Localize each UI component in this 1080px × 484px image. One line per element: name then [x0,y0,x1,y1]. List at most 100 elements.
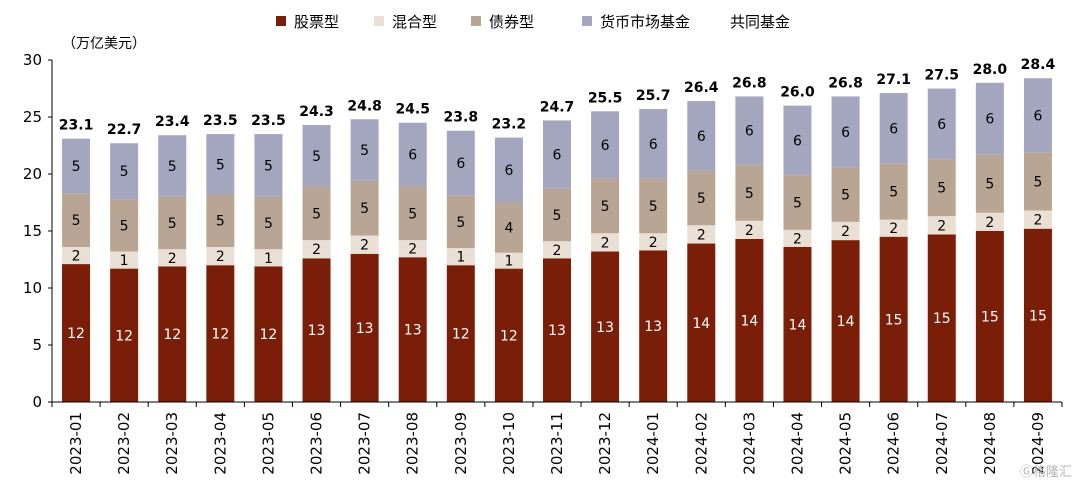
x-tick-label: 2023-12 [596,412,614,475]
bar-segment-series-4 [591,111,620,179]
data-label-series-4: 6 [456,156,465,172]
data-label-series-3: 5 [601,199,610,215]
bar-segment-series-1 [110,268,139,402]
x-tick-label: 2024-09 [1029,412,1047,475]
y-tick-label: 25 [23,108,42,126]
x-tick-label: 2023-07 [356,412,374,475]
bar-segment-series-4 [158,135,187,197]
bar-segment-series-4 [110,143,139,200]
bar-segment-series-1 [1023,228,1052,402]
bar-segment-series-3 [831,167,860,222]
x-tick-label: 2024-07 [933,412,951,475]
legend-label-3: 债券型 [489,13,534,31]
bar-segment-series-2 [398,240,427,258]
bar-segment-series-4 [783,105,812,176]
data-label-series-2: 1 [120,253,129,269]
legend-swatch-2 [374,16,384,26]
data-label-series-2: 2 [601,235,610,251]
x-tick-label: 2023-09 [452,412,470,475]
bar-segment-series-2 [927,216,956,235]
bar-segment-series-4 [831,96,860,168]
total-label: 27.5 [924,68,959,84]
total-label: 23.2 [492,117,527,133]
x-tick-label: 2024-08 [981,412,999,475]
data-label-series-3: 5 [360,201,369,217]
data-label-series-4: 5 [168,159,177,175]
bar-segment-series-2 [206,246,235,266]
bar-segment-series-3 [879,163,908,220]
bar-segment-series-2 [350,235,379,254]
data-label-series-2: 2 [553,243,562,259]
data-label-series-3: 5 [745,186,754,202]
y-tick-label: 15 [23,222,42,240]
bar-segment-series-1 [350,253,379,402]
total-label: 23.5 [251,113,286,129]
x-tick-label: 2023-01 [67,412,85,475]
bar-segment-series-1 [975,231,1004,402]
data-label-series-2: 2 [312,242,321,258]
bar-segment-series-3 [62,193,91,247]
bar-segment-series-2 [494,252,523,269]
bar-segment-series-1 [158,266,187,402]
data-label-series-1: 13 [356,321,374,337]
data-label-series-4: 5 [264,158,273,174]
x-tick-label: 2023-05 [259,412,277,475]
legend: 股票型 混合型 债券型 货币市场基金 共同基金 [276,13,790,31]
bar-segment-series-4 [494,137,523,203]
total-label: 26.0 [780,85,815,101]
bar-segment-series-1 [879,236,908,402]
data-label-series-2: 1 [456,250,465,266]
data-label-series-1: 14 [692,316,710,332]
x-tick-label: 2024-04 [788,412,806,475]
legend-label-1: 股票型 [294,13,339,31]
data-label-series-3: 5 [312,206,321,222]
x-tick-label: 2023-11 [548,412,566,475]
data-label-series-3: 5 [697,191,706,207]
bar-segment-series-2 [1023,210,1052,229]
x-tick-label: 2024-05 [837,412,855,475]
bar-segment-series-1 [687,243,716,402]
data-label-series-4: 6 [649,137,658,153]
data-label-series-4: 6 [985,112,994,128]
x-tick-label: 2023-06 [308,412,326,475]
data-label-series-3: 5 [408,206,417,222]
bar-segment-series-1 [62,264,91,402]
bar-segment-series-3 [398,186,427,241]
bar-segment-series-3 [543,188,571,242]
data-label-series-4: 6 [504,163,513,179]
bar-segment-series-1 [543,258,571,402]
bar-segment-series-2 [158,249,187,267]
bar-segment-series-3 [975,154,1004,213]
data-label-series-2: 2 [216,249,225,265]
data-label-series-1: 15 [933,311,951,327]
data-label-series-1: 15 [885,312,903,328]
data-label-series-3: 5 [456,215,465,231]
bar-segment-series-1 [927,234,956,402]
bar-segment-series-3 [254,196,283,250]
bar-segment-series-4 [927,88,956,160]
data-label-series-3: 5 [793,196,802,212]
data-label-series-2: 2 [985,215,994,231]
data-label-series-3: 5 [168,216,177,232]
data-label-series-3: 5 [889,185,898,201]
total-label: 28.0 [973,62,1008,78]
legend-label-totals: 共同基金 [730,13,790,31]
data-label-series-4: 5 [360,143,369,159]
bar-segment-series-1 [494,268,523,402]
x-tick-label: 2023-08 [404,412,422,475]
total-label: 23.4 [155,114,190,130]
bar-segment-series-3 [446,195,475,249]
y-tick-label: 0 [32,393,42,411]
data-label-series-2: 1 [504,254,513,270]
total-label: 23.8 [444,110,479,126]
data-label-series-1: 15 [981,310,999,326]
data-label-series-3: 5 [649,199,658,215]
data-label-series-4: 6 [1033,108,1042,124]
data-label-series-1: 12 [500,328,518,344]
data-label-series-4: 6 [697,129,706,145]
data-label-series-4: 6 [601,138,610,154]
data-label-series-1: 13 [644,319,662,335]
bar-segment-series-1 [783,246,812,402]
legend-label-2: 混合型 [392,13,437,31]
bar-segment-series-2 [62,246,91,265]
